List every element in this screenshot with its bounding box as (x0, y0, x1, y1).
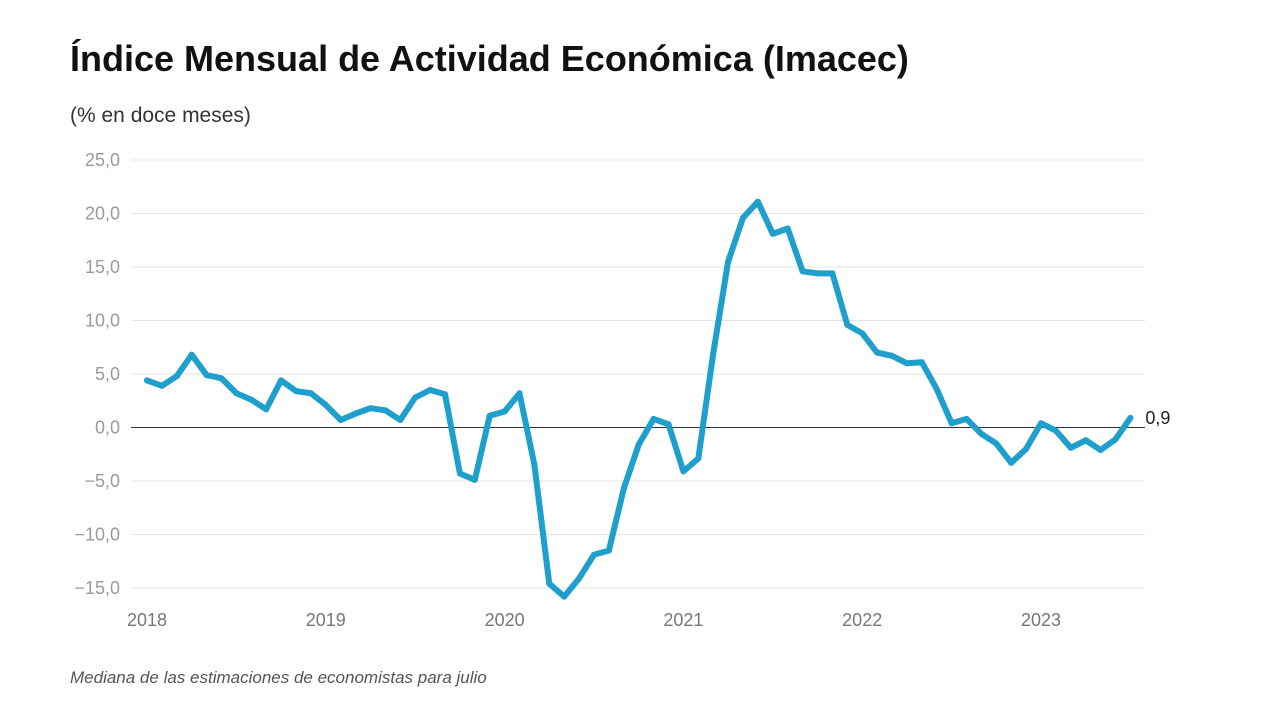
data-point (740, 214, 746, 221)
data-point (263, 406, 270, 413)
data-point (1082, 437, 1089, 444)
data-point (814, 270, 821, 277)
y-tick-label: 15,0 (85, 257, 120, 277)
imacec-series-line (144, 198, 1134, 600)
data-point (442, 391, 448, 398)
last-value-label: 0,9 (1145, 408, 1170, 428)
data-point (561, 593, 568, 600)
data-point (978, 430, 985, 437)
data-point (576, 575, 583, 582)
y-tick-label: 25,0 (85, 150, 120, 170)
data-point (501, 408, 508, 415)
data-point (993, 440, 1000, 447)
x-tick-label: 2018 (127, 610, 167, 630)
chart-footnote: Mediana de las estimaciones de economist… (70, 668, 487, 687)
data-point (754, 198, 761, 205)
data-point (1067, 444, 1074, 451)
data-point (844, 321, 851, 328)
x-tick-label: 2020 (485, 610, 525, 630)
x-tick-label: 2019 (306, 610, 346, 630)
data-point (471, 476, 478, 483)
data-point (486, 412, 493, 419)
data-point (293, 388, 299, 395)
data-point (337, 417, 344, 423)
data-point (874, 349, 881, 356)
data-point (859, 330, 866, 337)
y-tick-label: 0,0 (95, 418, 120, 438)
y-tick-label: −15,0 (74, 578, 120, 598)
data-point (695, 455, 702, 462)
x-tick-label: 2021 (663, 610, 703, 630)
data-point (382, 407, 389, 414)
y-axis-ticks: 25,0 20,0 15,0 10,0 5,0 0,0 −5,0 −10,0 −15,0 (74, 150, 120, 598)
data-point (203, 372, 210, 379)
data-point (278, 377, 285, 384)
data-point (829, 270, 836, 277)
data-point (397, 417, 404, 423)
data-point (963, 415, 970, 422)
data-point (412, 394, 419, 401)
data-point (605, 547, 612, 554)
x-axis-ticks: 2018 2019 2020 2021 2022 2023 (127, 610, 1061, 630)
data-point (650, 415, 657, 422)
data-point (173, 373, 180, 380)
data-point (1023, 445, 1030, 452)
data-point (889, 352, 895, 359)
data-points (144, 198, 1134, 600)
x-tick-label: 2023 (1021, 610, 1061, 630)
x-tick-label: 2022 (842, 610, 882, 630)
y-tick-label: 20,0 (85, 204, 120, 224)
data-point (144, 377, 150, 384)
y-tick-label: 10,0 (85, 311, 120, 331)
data-point (784, 225, 791, 232)
data-point (948, 420, 955, 427)
data-point (710, 350, 717, 357)
data-point (933, 386, 940, 392)
y-tick-label: −5,0 (84, 471, 120, 491)
data-point (680, 468, 687, 475)
y-tick-label: 5,0 (95, 364, 120, 384)
data-point (218, 375, 225, 382)
data-point (665, 421, 672, 428)
data-point (456, 470, 463, 477)
data-point (322, 402, 329, 408)
data-point (546, 580, 553, 587)
data-point (1112, 436, 1119, 443)
data-point (1097, 447, 1104, 453)
data-point (918, 359, 925, 366)
data-point (620, 485, 627, 492)
data-point (799, 268, 806, 275)
data-point (1038, 420, 1044, 427)
chart-title: Índice Mensual de Actividad Económica (I… (70, 38, 909, 79)
data-point (591, 551, 597, 558)
data-point (158, 382, 165, 389)
gridlines (131, 159, 1145, 589)
data-point (516, 390, 523, 397)
data-point (233, 390, 240, 397)
data-point (635, 441, 642, 448)
y-tick-label: −10,0 (74, 525, 120, 545)
data-point (307, 390, 314, 397)
data-point (1127, 414, 1134, 421)
data-point (188, 351, 195, 358)
data-point (367, 405, 374, 412)
data-point (531, 461, 538, 468)
data-point (248, 396, 255, 403)
data-point (352, 410, 359, 417)
data-point (769, 230, 776, 237)
data-point (725, 258, 732, 265)
data-point (903, 360, 910, 367)
data-point (427, 387, 434, 393)
chart-subtitle: (% en doce meses) (70, 104, 251, 127)
data-point (1052, 427, 1059, 434)
data-point (1008, 459, 1015, 466)
